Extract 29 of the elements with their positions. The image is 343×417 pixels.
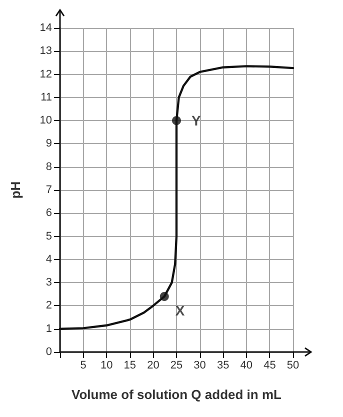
y-tick-label: 3 xyxy=(46,276,52,289)
x-tick-label: 20 xyxy=(147,360,160,372)
x-axis-title: Volume of solution Q added in mL xyxy=(72,387,282,402)
x-tick-label: 45 xyxy=(264,360,276,372)
x-tick-label: 10 xyxy=(100,360,113,372)
annotation: X xyxy=(175,302,186,318)
x-tick-label: 30 xyxy=(194,360,206,372)
annotation: Y xyxy=(192,112,202,129)
y-axis-title: pH xyxy=(8,181,23,199)
y-tick-label: 4 xyxy=(46,253,52,266)
y-tick-label: 8 xyxy=(46,160,52,173)
x-tick-label: 5 xyxy=(80,360,86,372)
y-tick-label: 2 xyxy=(46,300,52,312)
y-tick-label: 11 xyxy=(40,91,52,104)
x-tick-label: 50 xyxy=(286,360,300,372)
x-tick-label: 40 xyxy=(240,360,253,372)
y-tick-label: 5 xyxy=(46,230,52,242)
y-tick-label: 13 xyxy=(40,45,52,58)
y-tick-label: 6 xyxy=(46,207,52,220)
x-tick-label: 35 xyxy=(216,360,230,372)
x-tick-label: 15 xyxy=(124,360,136,372)
y-tick-label: 7 xyxy=(46,184,52,196)
y-tick-label: 9 xyxy=(46,138,52,150)
y-tick-label: 1 xyxy=(46,322,52,335)
x-tick-label: 25 xyxy=(170,360,183,372)
y-tick-label: 12 xyxy=(40,68,52,80)
y-tick-label: 0 xyxy=(46,346,52,358)
y-tick-label: 10 xyxy=(40,114,52,127)
y-tick-label: 14 xyxy=(40,22,52,34)
